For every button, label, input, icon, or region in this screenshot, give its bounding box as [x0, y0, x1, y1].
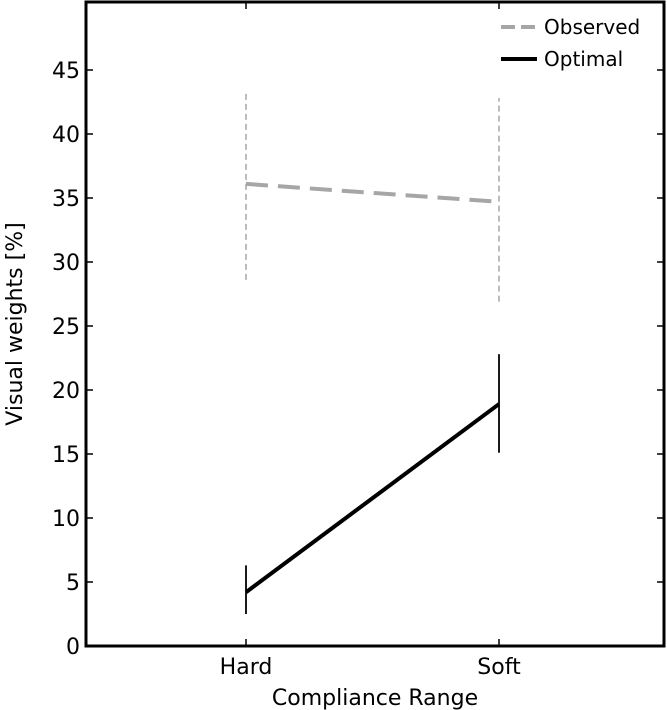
y-tick-label: 30: [52, 251, 80, 276]
y-tick-label: 35: [52, 187, 80, 212]
y-tick-label: 25: [52, 315, 80, 340]
y-tick-label: 15: [52, 443, 80, 468]
x-tick-label: Soft: [477, 655, 521, 680]
legend-label-optimal: Optimal: [544, 47, 623, 71]
y-tick-label: 10: [52, 507, 80, 532]
legend-label-observed: Observed: [544, 15, 640, 39]
axes-frame: [84, 0, 666, 648]
observed-series-line: [245, 181, 500, 204]
y-tick-label: 45: [52, 59, 80, 84]
y-axis-label: Visual weights [%]: [3, 222, 28, 425]
legend: Observed Optimal: [501, 15, 640, 71]
x-tick-label: Hard: [220, 655, 273, 680]
x-axis: Hard Soft: [220, 2, 521, 680]
y-tick-label: 20: [52, 379, 80, 404]
x-axis-label: Compliance Range: [272, 686, 478, 710]
y-tick-label: 0: [66, 635, 80, 660]
y-tick-label: 40: [52, 123, 80, 148]
plot-area: [244, 93, 501, 614]
optimal-series-line: [244, 402, 501, 594]
y-axis: 0 5 10 15 20 25 30 35 40 45: [52, 59, 664, 660]
y-tick-label: 5: [66, 571, 80, 596]
